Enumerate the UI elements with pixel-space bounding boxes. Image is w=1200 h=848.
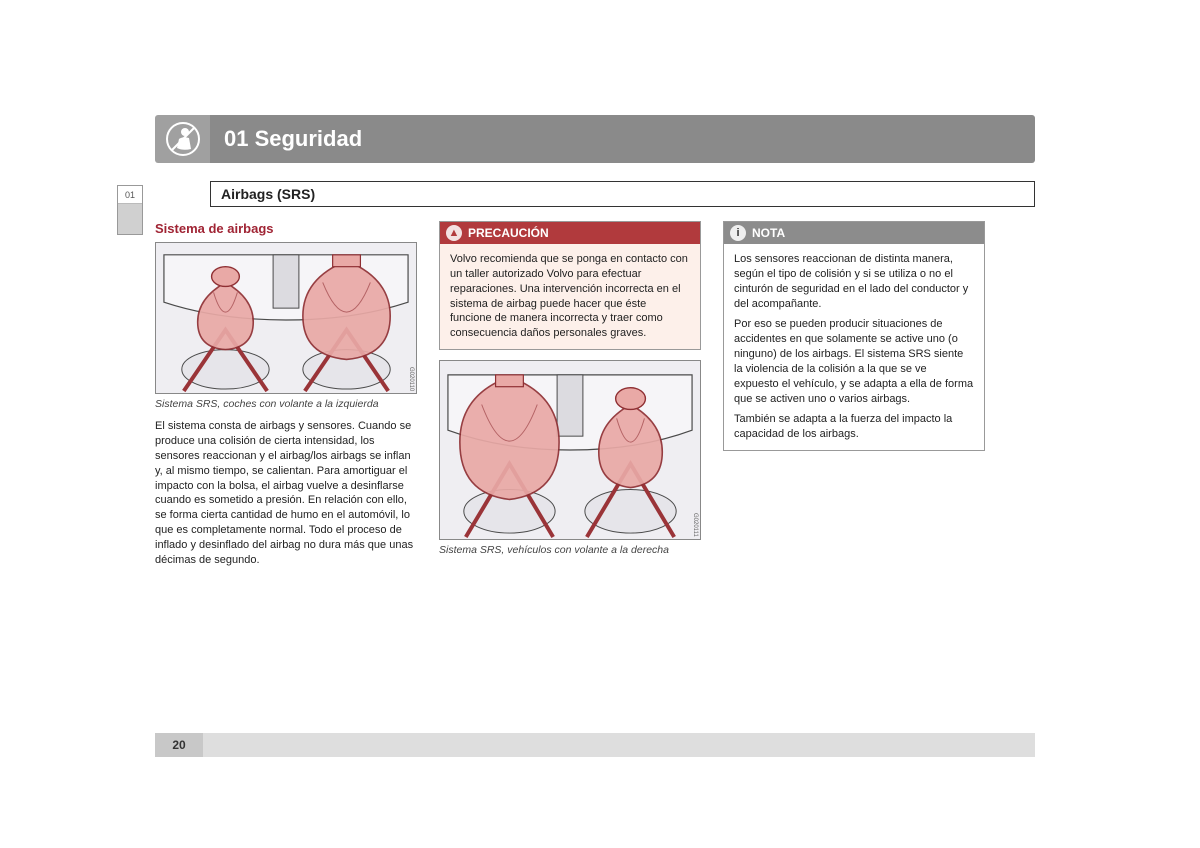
chapter-tab: 01 — [117, 185, 143, 235]
note-p3: También se adapta a la fuerza del impact… — [734, 412, 974, 442]
caution-box: ▲ PRECAUCIÓN Volvo recomienda que se pon… — [439, 221, 701, 350]
section-header-row: Airbags (SRS) — [155, 181, 1035, 207]
note-p2: Por eso se pueden producir situaciones d… — [734, 317, 974, 406]
figure-code-1: G020110 — [408, 367, 414, 391]
figure-1-caption: Sistema SRS, coches con volante a la izq… — [155, 398, 417, 411]
figure-srs-right: G020111 — [439, 360, 701, 540]
airbag-system-heading: Sistema de airbags — [155, 221, 417, 236]
note-body: Los sensores reaccionan de distinta mane… — [724, 244, 984, 450]
seatbelt-icon — [155, 115, 210, 163]
caution-header: ▲ PRECAUCIÓN — [440, 222, 700, 244]
content-columns: Sistema de airbags — [155, 221, 1035, 568]
page-container: 01 01 Seguridad Airbags (SRS) Sistema de… — [155, 115, 1035, 568]
column-2: ▲ PRECAUCIÓN Volvo recomienda que se pon… — [439, 221, 701, 568]
column-1: Sistema de airbags — [155, 221, 417, 568]
section-title: Airbags (SRS) — [210, 181, 1035, 207]
note-header: i NOTA — [724, 222, 984, 244]
figure-code-2: G020111 — [692, 513, 698, 537]
chapter-title: 01 Seguridad — [210, 115, 1035, 163]
chapter-header: 01 Seguridad — [155, 115, 1035, 163]
page-footer: 20 — [155, 733, 1035, 757]
footer-fill — [203, 733, 1035, 757]
figure-srs-left: G020110 — [155, 242, 417, 394]
caution-body: Volvo recomienda que se ponga en contact… — [440, 244, 700, 349]
figure-2-caption: Sistema SRS, vehículos con volante a la … — [439, 544, 701, 557]
chapter-tab-fill — [118, 204, 142, 234]
note-title: NOTA — [752, 226, 785, 240]
note-box: i NOTA Los sensores reaccionan de distin… — [723, 221, 985, 451]
page-number: 20 — [155, 733, 203, 757]
caution-title: PRECAUCIÓN — [468, 226, 549, 240]
column-3: i NOTA Los sensores reaccionan de distin… — [723, 221, 985, 568]
warning-icon: ▲ — [446, 225, 462, 241]
chapter-tab-number: 01 — [118, 186, 142, 204]
note-p1: Los sensores reaccionan de distinta mane… — [734, 252, 974, 311]
airbag-body-text: El sistema consta de airbags y sensores.… — [155, 419, 417, 567]
info-icon: i — [730, 225, 746, 241]
